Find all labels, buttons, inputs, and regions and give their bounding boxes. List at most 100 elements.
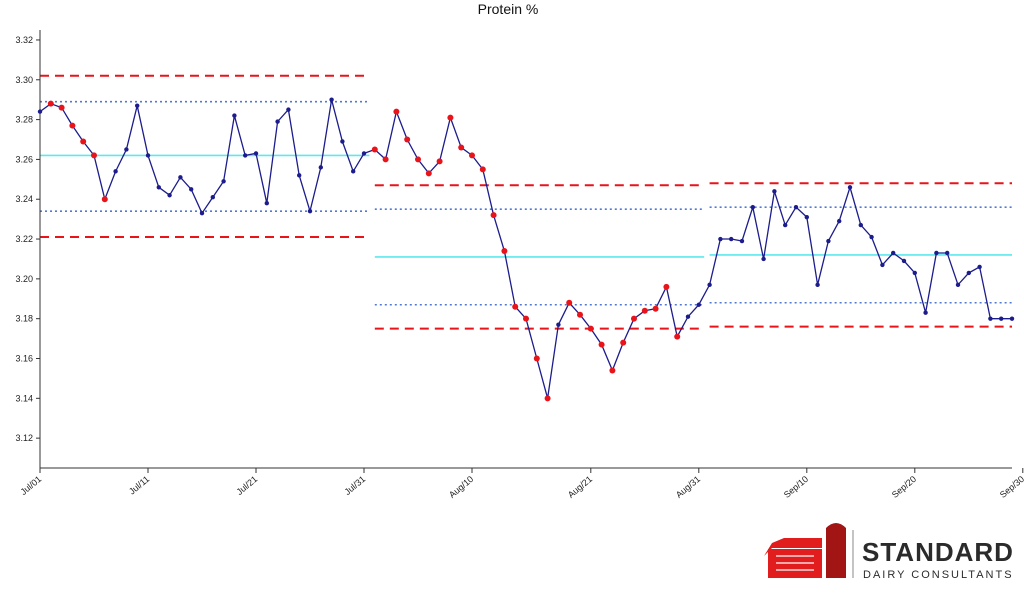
alert-point bbox=[598, 341, 605, 348]
alert-point bbox=[620, 339, 627, 346]
data-point bbox=[297, 173, 302, 178]
x-tick-label: Jul/31 bbox=[342, 474, 367, 497]
alert-point bbox=[587, 325, 594, 332]
data-point bbox=[351, 169, 356, 174]
data-point bbox=[37, 109, 43, 114]
control-lines bbox=[40, 74, 1012, 330]
y-tick-label: 3.22 bbox=[15, 234, 33, 244]
y-tick-label: 3.12 bbox=[15, 433, 33, 443]
series-line bbox=[39, 99, 1012, 399]
alert-point bbox=[479, 166, 486, 173]
data-point bbox=[783, 222, 788, 228]
data-point bbox=[707, 282, 712, 288]
data-point bbox=[999, 316, 1004, 321]
alert-point bbox=[415, 156, 421, 163]
alert-point bbox=[501, 247, 508, 254]
data-point bbox=[912, 270, 917, 276]
data-point bbox=[826, 238, 831, 244]
data-point bbox=[793, 204, 799, 210]
alert-point bbox=[512, 303, 519, 310]
alert-point bbox=[382, 156, 389, 163]
alert-point bbox=[566, 299, 573, 306]
y-tick-label: 3.14 bbox=[15, 393, 33, 403]
data-point bbox=[837, 218, 842, 224]
data-point bbox=[307, 208, 313, 214]
data-point bbox=[167, 193, 172, 198]
alert-point bbox=[58, 104, 65, 111]
x-tick-label: Aug/31 bbox=[674, 474, 702, 500]
data-point bbox=[761, 256, 766, 262]
data-point bbox=[318, 165, 323, 170]
series-layer bbox=[37, 97, 1015, 402]
data-point bbox=[253, 151, 259, 156]
logo-word: STANDARD bbox=[862, 537, 1014, 567]
data-point bbox=[124, 147, 129, 152]
alert-point bbox=[674, 333, 681, 340]
alert-point bbox=[425, 170, 432, 177]
alert-point bbox=[458, 144, 465, 151]
data-point bbox=[145, 153, 151, 158]
data-point bbox=[901, 258, 907, 264]
alert-point bbox=[436, 158, 443, 165]
x-tick-label: Sep/10 bbox=[782, 474, 810, 500]
data-point bbox=[340, 139, 345, 144]
alert-point bbox=[371, 146, 378, 153]
x-tick-label: Jul/01 bbox=[18, 474, 43, 497]
barn-icon bbox=[764, 523, 846, 578]
data-point bbox=[156, 185, 161, 190]
alert-point bbox=[469, 152, 475, 159]
y-tick-label: 3.32 bbox=[15, 35, 33, 45]
data-point bbox=[329, 97, 334, 102]
alert-point bbox=[523, 315, 529, 322]
chart-title: Protein % bbox=[478, 1, 539, 17]
data-point bbox=[847, 185, 853, 190]
data-point bbox=[934, 250, 939, 256]
data-point bbox=[869, 234, 874, 240]
axes: 3.12 3.14 3.16 3.18 3.20 3.22 3.24 3.26 3.28 3.30… bbox=[15, 30, 1024, 500]
data-point bbox=[113, 169, 118, 174]
data-point bbox=[264, 201, 269, 206]
data-point bbox=[210, 195, 215, 200]
alert-point bbox=[609, 367, 616, 374]
alert-point bbox=[80, 138, 87, 145]
data-point bbox=[361, 151, 367, 156]
data-point bbox=[189, 187, 194, 192]
alert-point bbox=[91, 152, 97, 159]
data-point bbox=[858, 222, 863, 228]
alert-point bbox=[533, 355, 540, 362]
alert-point bbox=[404, 136, 411, 143]
data-point bbox=[556, 322, 561, 327]
data-point bbox=[804, 214, 809, 220]
x-tick-label: Jul/21 bbox=[234, 474, 259, 497]
y-tick-label: 3.28 bbox=[15, 115, 33, 125]
alert-point bbox=[393, 108, 400, 115]
y-tick-label: 3.24 bbox=[15, 194, 33, 204]
data-point bbox=[685, 314, 691, 319]
logo: STANDARD DAIRY CONSULTANTS bbox=[764, 523, 1014, 581]
data-point bbox=[977, 264, 982, 270]
y-tick-label: 3.18 bbox=[15, 314, 33, 324]
y-tick-label: 3.20 bbox=[15, 274, 33, 284]
alert-point bbox=[652, 305, 659, 312]
x-tick-label: Jul/11 bbox=[127, 474, 151, 497]
data-point bbox=[815, 282, 820, 288]
alert-point bbox=[69, 122, 76, 129]
data-point bbox=[923, 310, 928, 315]
data-point bbox=[243, 153, 248, 158]
alert-point bbox=[47, 100, 54, 107]
data-point bbox=[945, 250, 950, 256]
data-point bbox=[739, 238, 745, 244]
alert-point bbox=[577, 311, 583, 318]
data-point bbox=[199, 210, 205, 216]
data-point bbox=[275, 119, 280, 124]
data-point bbox=[232, 113, 237, 118]
y-tick-label: 3.16 bbox=[15, 354, 33, 364]
data-point bbox=[988, 316, 993, 321]
y-tick-label: 3.30 bbox=[15, 75, 33, 85]
data-point bbox=[772, 189, 777, 194]
alert-point bbox=[641, 307, 648, 314]
data-point bbox=[221, 179, 226, 184]
data-point bbox=[891, 250, 896, 256]
alert-point bbox=[101, 196, 108, 203]
